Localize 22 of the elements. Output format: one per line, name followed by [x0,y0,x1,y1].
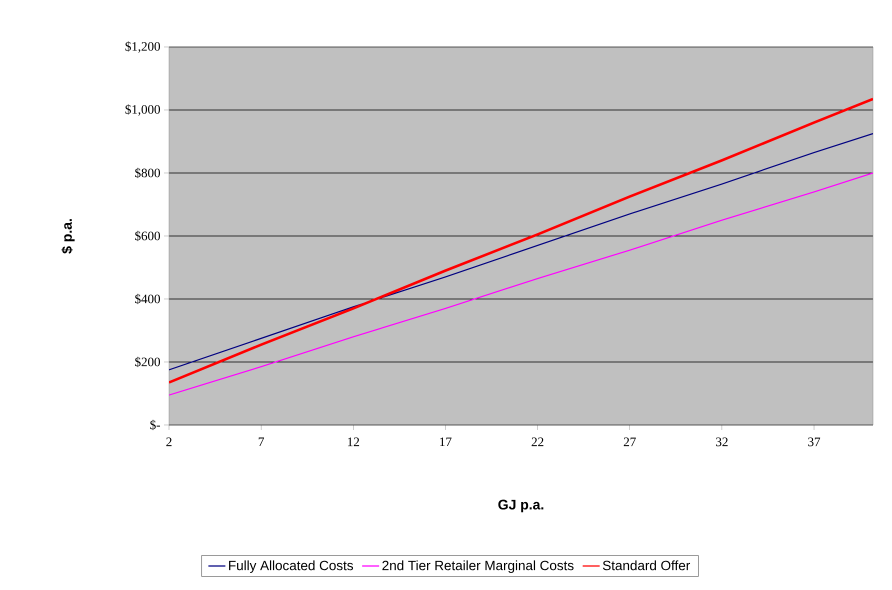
y-tick-label: $1,000 [125,104,160,116]
x-tick-label: 2 [166,438,172,446]
x-tick-label: 7 [258,438,264,446]
line-series [169,98,874,384]
x-tick-label: 32 [716,438,728,446]
y-tick-label: $600 [135,230,160,242]
x-tick-label: 17 [440,438,452,446]
x-axis-title: GJ p.a. [498,500,544,512]
y-tick-label: $200 [135,356,160,368]
x-tick-label: 22 [532,438,544,446]
legend-label: Standard Offer [602,560,690,570]
x-tick-label: 37 [808,438,820,446]
y-axis-title: $ p.a. [61,219,75,254]
x-tick-label: 27 [624,438,636,446]
legend-label: 2nd Tier Retailer Marginal Costs [382,560,574,573]
x-tick-label: 12 [348,438,360,446]
y-tick-label: $400 [135,294,160,304]
y-tick-label: $800 [135,168,160,178]
y-tick-label: $1,200 [125,41,160,53]
line-series [169,172,874,396]
legend-label: Fully Allocated Costs [229,560,354,573]
y-tick-label: $- [150,420,160,430]
